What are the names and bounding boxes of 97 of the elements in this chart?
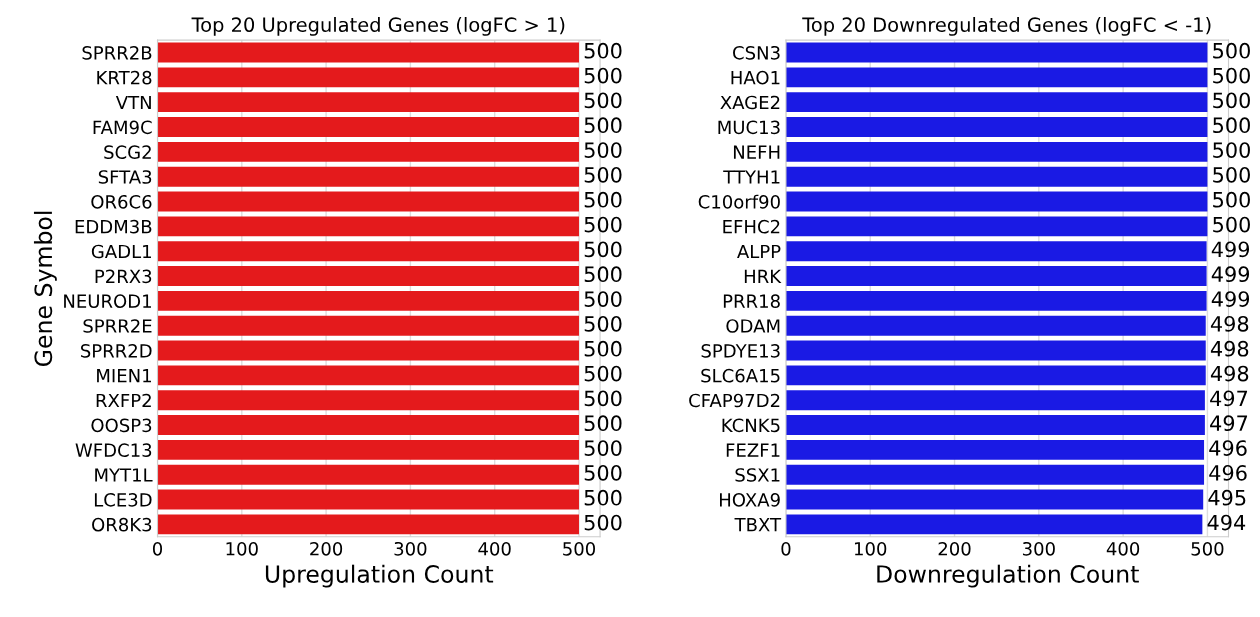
data-label: 500 bbox=[1213, 166, 1250, 183]
y-tick-label: OOSP3 bbox=[91, 418, 152, 433]
x-tick-label: 400 bbox=[478, 541, 511, 556]
x-tick-label: 0 bbox=[152, 541, 163, 556]
data-label: 500 bbox=[584, 415, 622, 432]
x-tick-label: 200 bbox=[310, 541, 343, 556]
y-tick-label: SCG2 bbox=[104, 145, 151, 159]
data-label: 498 bbox=[1210, 340, 1249, 357]
data-label: 499 bbox=[1211, 241, 1250, 258]
data-label: 500 bbox=[584, 117, 622, 134]
data-label: 499 bbox=[1211, 291, 1250, 307]
data-label: 500 bbox=[584, 166, 622, 183]
data-label: 499 bbox=[1211, 266, 1250, 283]
y-tick-label: KRT28 bbox=[97, 70, 152, 85]
x-tick-label: 500 bbox=[1191, 541, 1224, 556]
y-tick-label: EDDM3B bbox=[75, 219, 152, 234]
data-label: 500 bbox=[584, 42, 622, 59]
y-tick-label: MUC13 bbox=[718, 120, 780, 135]
y-tick-label: OR8K3 bbox=[92, 517, 152, 532]
data-label: 500 bbox=[584, 514, 622, 531]
data-label: 500 bbox=[584, 315, 622, 332]
y-tick-label: HOXA9 bbox=[720, 493, 780, 507]
y-tick-label: ALPP bbox=[737, 244, 781, 259]
y-tick-label: SPRR2D bbox=[81, 343, 152, 358]
y-tick-label: FEZF1 bbox=[726, 443, 780, 457]
chart-title: Top 20 Upregulated Genes (logFC > 1) bbox=[191, 17, 565, 36]
data-label: 500 bbox=[584, 340, 622, 357]
data-label: 500 bbox=[584, 67, 622, 84]
data-label: 500 bbox=[584, 266, 622, 283]
data-label: 496 bbox=[1209, 440, 1247, 456]
y-tick-label: ODAM bbox=[726, 319, 780, 333]
y-tick-label: WFDC13 bbox=[75, 443, 152, 457]
data-label: 500 bbox=[584, 191, 622, 208]
y-tick-label: MIEN1 bbox=[97, 369, 151, 383]
y-tick-label: FAM9C bbox=[93, 120, 152, 135]
y-tick-label: PRR18 bbox=[723, 294, 780, 308]
data-label: 500 bbox=[584, 241, 622, 258]
data-label: 496 bbox=[1209, 464, 1247, 481]
y-tick-label: EFHC2 bbox=[723, 219, 780, 234]
data-label: 497 bbox=[1210, 390, 1248, 407]
y-tick-label: SPDYE13 bbox=[701, 343, 780, 358]
y-tick-label: SLC6A15 bbox=[701, 368, 780, 383]
y-tick-label: NEFH bbox=[733, 145, 780, 159]
y-tick-label: VTN bbox=[115, 95, 151, 110]
x-tick-label: 200 bbox=[938, 541, 971, 556]
y-tick-label: SPRR2B bbox=[82, 45, 152, 60]
y-tick-label: KCNK5 bbox=[722, 418, 780, 433]
y-tick-label: HAO1 bbox=[731, 70, 780, 85]
data-label: 500 bbox=[1213, 142, 1250, 158]
x-tick-label: 100 bbox=[226, 541, 258, 556]
data-label: 500 bbox=[1213, 216, 1250, 233]
y-tick-label: GADL1 bbox=[91, 244, 151, 259]
x-tick-label: 300 bbox=[394, 541, 427, 556]
y-tick-label: C10orf90 bbox=[698, 194, 780, 209]
data-label: 500 bbox=[1213, 191, 1250, 208]
y-tick-label: NEUROD1 bbox=[64, 294, 151, 308]
data-label: 500 bbox=[584, 464, 622, 481]
x-tick-label: 0 bbox=[781, 541, 791, 556]
y-tick-label: SSX1 bbox=[735, 468, 780, 482]
y-tick-label: LCE3D bbox=[94, 493, 152, 507]
data-label: 500 bbox=[584, 291, 622, 307]
y-tick-label: MYT1L bbox=[95, 468, 153, 482]
data-label: 500 bbox=[584, 142, 622, 158]
data-label: 500 bbox=[584, 489, 622, 506]
data-label: 495 bbox=[1208, 489, 1246, 506]
x-tick-label: 300 bbox=[1022, 541, 1055, 556]
data-label: 500 bbox=[584, 440, 622, 456]
x-tick-label: 500 bbox=[563, 541, 596, 556]
x-tick-label: 400 bbox=[1106, 541, 1140, 556]
y-tick-label: CSN3 bbox=[733, 45, 780, 60]
y-tick-label: HRK bbox=[744, 269, 782, 283]
y-tick-label: OR6C6 bbox=[91, 194, 152, 209]
data-label: 494 bbox=[1207, 514, 1246, 531]
data-label: 500 bbox=[584, 365, 622, 382]
chart-title: Top 20 Downregulated Genes (logFC < -1) bbox=[802, 17, 1211, 36]
data-label: 500 bbox=[584, 92, 622, 109]
data-label: 500 bbox=[584, 216, 622, 233]
y-axis-title: Gene Symbol bbox=[33, 211, 57, 367]
x-axis-title: Upregulation Count bbox=[265, 564, 494, 588]
data-label: 498 bbox=[1210, 315, 1249, 332]
data-label: 498 bbox=[1210, 365, 1249, 382]
data-label: 500 bbox=[1213, 67, 1250, 84]
x-axis-title: Downregulation Count bbox=[877, 564, 1139, 588]
y-tick-label: SFTA3 bbox=[98, 170, 152, 184]
y-tick-label: SPRR2E bbox=[83, 319, 152, 333]
x-tick-label: 100 bbox=[854, 541, 887, 556]
data-label: 500 bbox=[584, 390, 622, 407]
data-label: 500 bbox=[1213, 42, 1250, 59]
y-tick-label: RXFP2 bbox=[96, 393, 151, 408]
y-tick-label: CFAP97D2 bbox=[689, 393, 780, 408]
y-tick-label: XAGE2 bbox=[720, 95, 780, 110]
data-label: 497 bbox=[1210, 415, 1248, 432]
data-label: 500 bbox=[1213, 92, 1250, 109]
y-tick-label: TBXT bbox=[734, 518, 782, 532]
data-label: 500 bbox=[1213, 117, 1250, 134]
y-tick-label: P2RX3 bbox=[95, 269, 152, 284]
y-tick-label: TTYH1 bbox=[723, 170, 780, 184]
